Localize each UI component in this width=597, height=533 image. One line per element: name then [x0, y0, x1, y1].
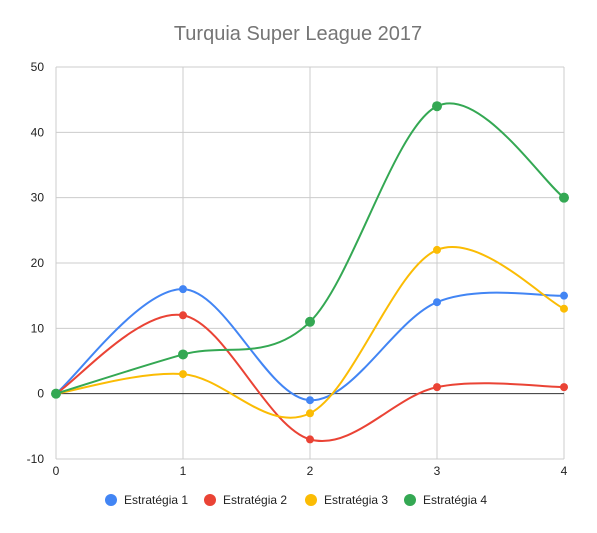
legend-item-1[interactable]: Estratégia 1 [105, 493, 188, 507]
data-point[interactable] [560, 291, 568, 300]
x-tick-label: 1 [180, 464, 187, 478]
axes: -10 0 10 20 30 40 50 0 1 2 3 4 [27, 60, 568, 478]
legend-label: Estratégia 4 [423, 493, 487, 507]
data-point[interactable] [51, 388, 61, 399]
y-tick-label: 30 [31, 191, 45, 205]
data-point[interactable] [433, 245, 441, 254]
data-point[interactable] [432, 101, 442, 112]
series-lines [51, 101, 569, 444]
series-4 [51, 101, 569, 399]
legend-item-4[interactable]: Estratégia 4 [404, 493, 487, 507]
legend-label: Estratégia 1 [124, 493, 188, 507]
legend-marker [105, 494, 117, 506]
x-tick-label: 3 [434, 464, 441, 478]
data-point[interactable] [306, 435, 314, 444]
legend[interactable]: Estratégia 1 Estratégia 2 Estratégia 3 Estr… [105, 493, 487, 507]
series-line [55, 288, 565, 402]
y-tick-label: 10 [31, 321, 45, 335]
data-point[interactable] [560, 383, 568, 392]
x-tick-label: 0 [53, 464, 60, 478]
data-point[interactable] [306, 396, 314, 405]
series-line [55, 246, 565, 419]
data-point[interactable] [305, 316, 315, 327]
legend-marker [305, 494, 317, 506]
legend-label: Estratégia 3 [324, 493, 388, 507]
data-point[interactable] [179, 285, 187, 294]
legend-marker [204, 494, 216, 506]
data-point[interactable] [559, 192, 569, 203]
x-tick-label: 4 [561, 464, 568, 478]
chart-title: Turquia Super League 2017 [174, 23, 422, 45]
data-point[interactable] [433, 383, 441, 392]
data-point[interactable] [178, 349, 188, 360]
y-tick-label: 20 [31, 256, 45, 270]
legend-label: Estratégia 2 [223, 493, 287, 507]
data-point[interactable] [560, 304, 568, 313]
y-tick-label: 50 [31, 60, 45, 74]
series-line [55, 102, 565, 395]
data-point[interactable] [306, 409, 314, 418]
series-line [55, 313, 565, 443]
legend-item-2[interactable]: Estratégia 2 [204, 493, 287, 507]
data-point[interactable] [179, 311, 187, 320]
legend-item-3[interactable]: Estratégia 3 [305, 493, 388, 507]
y-tick-label: 40 [31, 125, 45, 139]
x-tick-label: 2 [307, 464, 314, 478]
data-point[interactable] [179, 370, 187, 379]
y-tick-label: 0 [37, 387, 44, 401]
legend-marker [404, 494, 416, 506]
y-tick-label: -10 [27, 452, 45, 466]
data-point[interactable] [433, 298, 441, 307]
